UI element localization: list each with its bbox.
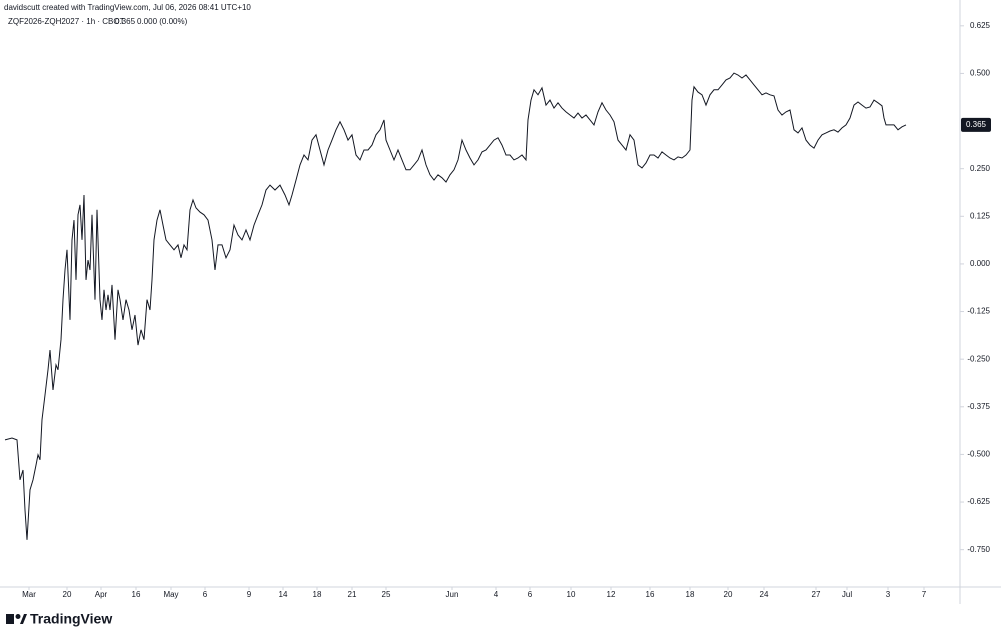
x-tick-label: 18	[686, 590, 695, 599]
x-tick-label: 20	[724, 590, 733, 599]
x-tick-label: 3	[886, 590, 891, 599]
x-tick-label: 10	[567, 590, 576, 599]
x-tick-label: Jun	[446, 590, 459, 599]
x-tick-label: 21	[348, 590, 357, 599]
y-tick-label: -0.500	[967, 450, 990, 459]
brand: TradingView	[30, 611, 112, 627]
x-tick-label: 12	[607, 590, 616, 599]
logo: TradingView	[6, 611, 112, 627]
y-tick-label: -0.375	[967, 402, 990, 411]
y-tick-label: -0.625	[967, 497, 990, 506]
y-tick-label: 0.625	[970, 21, 991, 30]
y-tick-label: 0.500	[970, 69, 991, 78]
x-tick-label: Jul	[842, 590, 852, 599]
y-tick-label: -0.750	[967, 545, 990, 554]
y-tick-label: -0.250	[967, 354, 990, 363]
x-tick-label: 16	[646, 590, 655, 599]
y-tick-label: 0.250	[970, 164, 991, 173]
x-tick-label: 6	[528, 590, 533, 599]
price-box	[961, 117, 991, 132]
x-tick-label: 4	[494, 590, 499, 599]
x-tick-label: 18	[313, 590, 322, 599]
x-tick-label: 27	[812, 590, 821, 599]
x-tick-label: 6	[203, 590, 208, 599]
x-tick-label: May	[163, 590, 178, 599]
price-line	[4, 72, 907, 540]
x-tick-label: 20	[63, 590, 72, 599]
y-tick-label: 0.125	[970, 211, 991, 220]
y-tick-label: -0.125	[967, 307, 990, 316]
credit: davidscutt created with TradingView.com,…	[4, 3, 251, 12]
change: 0.000 (0.00%)	[137, 17, 188, 26]
price-box-label: 0.365	[966, 120, 987, 129]
symbol: ZQF2026-ZQH2027 · 1h · CBOT	[8, 17, 125, 26]
last-value: 0.365	[115, 17, 136, 26]
x-tick-label: Mar	[22, 590, 36, 599]
x-tick-label: 25	[382, 590, 391, 599]
x-tick-label: 14	[279, 590, 288, 599]
x-tick-label: Apr	[95, 590, 108, 599]
x-tick-label: 9	[247, 590, 252, 599]
x-tick-label: 7	[922, 590, 927, 599]
x-tick-label: 16	[132, 590, 141, 599]
x-tick-label: 24	[760, 590, 769, 599]
y-tick-label: 0.000	[970, 259, 991, 268]
